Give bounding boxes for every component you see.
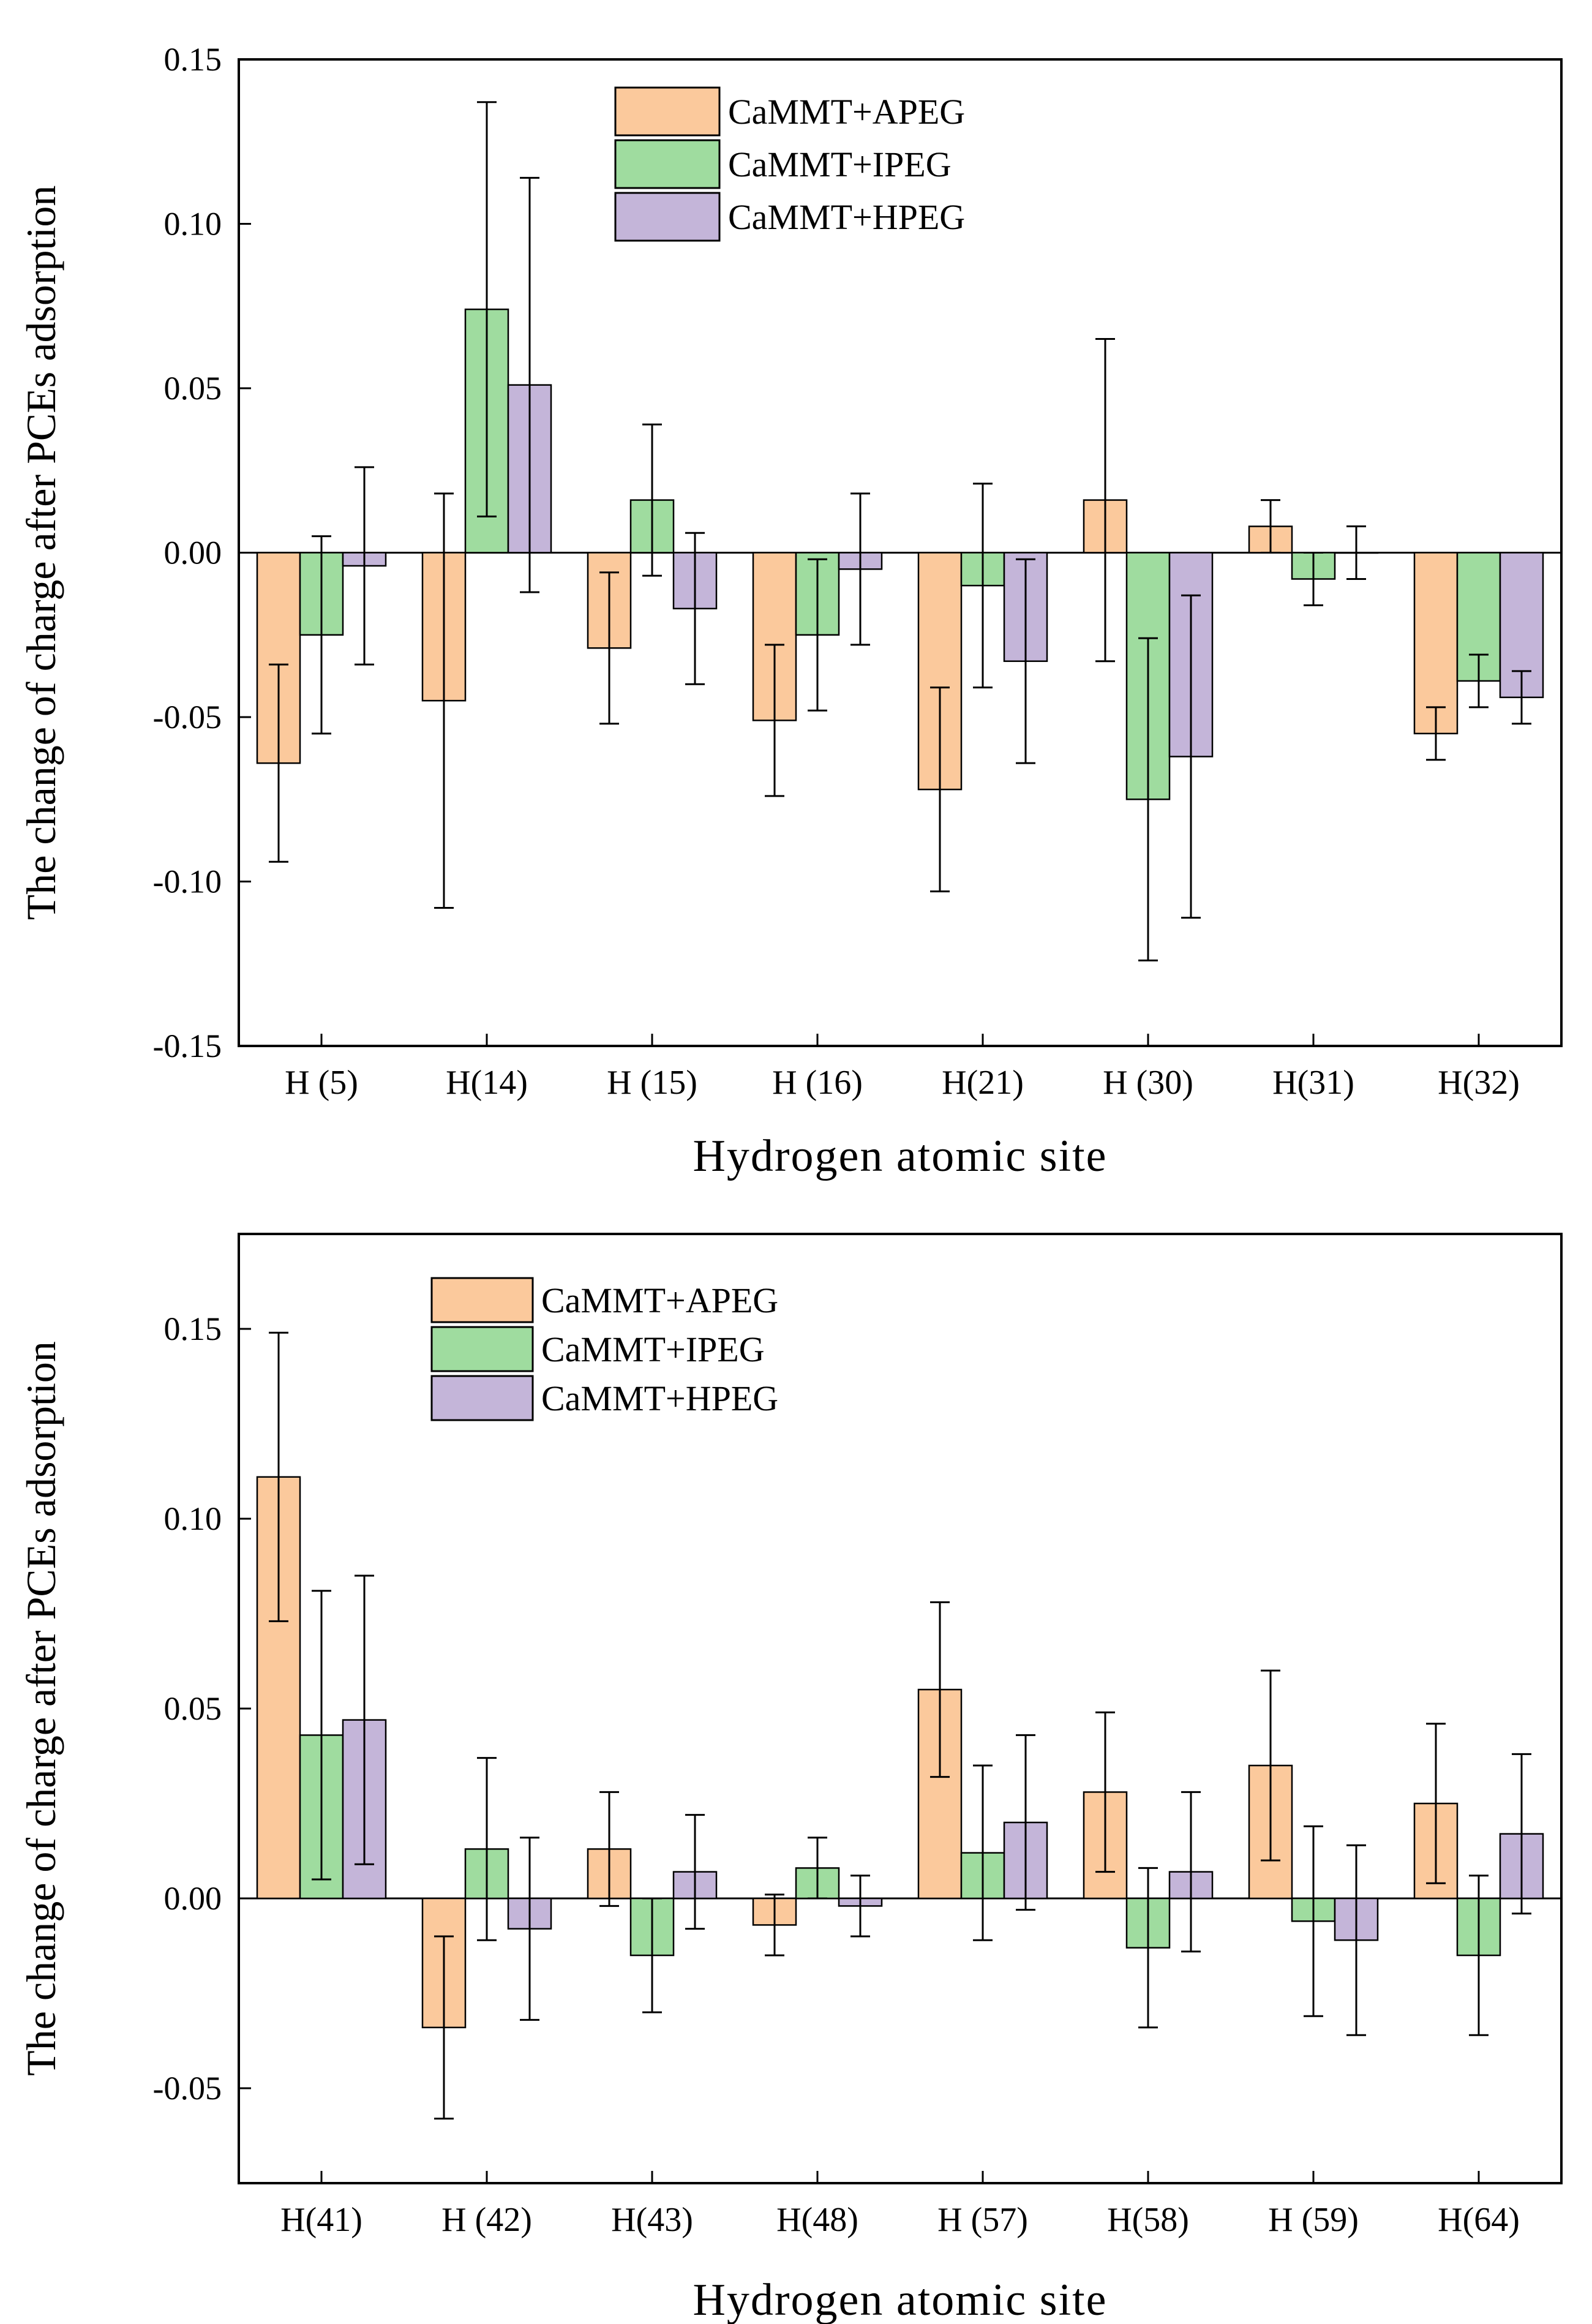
legend-label: CaMMT+IPEG: [541, 1329, 765, 1369]
error-bar: [312, 1590, 331, 1881]
x-tick-label: H(48): [776, 2201, 858, 2239]
y-tick-label: 0.00: [164, 535, 222, 571]
error-bar: [434, 492, 454, 909]
legend: CaMMT+APEG CaMMT+IPEG CaMMT+HPEG: [614, 86, 965, 242]
legend-swatch: [614, 139, 721, 189]
error-bar: [1016, 1734, 1035, 1911]
legend-label: CaMMT+APEG: [541, 1280, 778, 1320]
error-bar: [520, 1837, 539, 2021]
error-bar: [1016, 558, 1035, 764]
y-tick-label: 0.10: [164, 1500, 222, 1537]
error-bar: [434, 1935, 454, 2120]
error-bar: [1346, 1844, 1366, 2036]
x-tick-label: H(31): [1272, 1064, 1354, 1102]
y-tick-label: 0.05: [164, 1690, 222, 1727]
error-bar: [1095, 1711, 1115, 1873]
chart-1: -0.15 -0.10 -0.05 0.00 0.05 0.10 0.15 H (5) H(14…: [18, 41, 1563, 1181]
legend-swatch: [430, 1375, 534, 1421]
legend: CaMMT+APEG CaMMT+IPEG CaMMT+HPEG: [430, 1277, 778, 1421]
y-axis-title: The change of charge after PCEs adsorpti…: [18, 186, 64, 920]
y-tick-label: -0.15: [153, 1028, 222, 1064]
error-bar: [930, 1601, 950, 1778]
y-tick-label: -0.10: [153, 863, 222, 900]
error-bar: [599, 571, 619, 725]
error-bar: [1304, 552, 1323, 606]
legend-swatch: [614, 86, 721, 137]
x-tick-label: H(58): [1107, 2201, 1189, 2239]
x-tick-label: H (5): [285, 1064, 358, 1102]
x-tick-label: H(32): [1438, 1064, 1520, 1102]
x-tick-label: H(64): [1438, 2201, 1520, 2239]
y-axis-title: The change of charge after PCEs adsorpti…: [18, 1341, 64, 2076]
error-bar: [520, 176, 539, 593]
y-tick-label: 0.15: [164, 1311, 222, 1347]
x-tick-label: H (15): [607, 1064, 697, 1102]
x-tick-label: H (59): [1268, 2201, 1359, 2239]
error-bar: [930, 686, 950, 893]
error-bar: [685, 532, 705, 685]
error-bar: [850, 492, 870, 646]
y-tick-label: -0.05: [153, 699, 222, 735]
error-bar: [1181, 1791, 1201, 1953]
error-bar: [1304, 1825, 1323, 2017]
x-tick-label: H(21): [942, 1064, 1024, 1102]
error-bar: [973, 1764, 993, 1941]
error-bar: [1138, 637, 1158, 961]
error-bar: [355, 466, 374, 666]
y-tick-label: -0.05: [153, 2070, 222, 2107]
x-tick-label: H (42): [441, 2201, 532, 2239]
legend-swatch: [430, 1277, 534, 1323]
error-bar: [1181, 594, 1201, 919]
error-bar: [765, 1893, 784, 1957]
error-bar: [312, 535, 331, 735]
x-tick-label: H(14): [446, 1064, 528, 1102]
x-axis-title: Hydrogen atomic site: [693, 1131, 1107, 1181]
x-tick-label: H(43): [611, 2201, 693, 2239]
error-bar: [973, 483, 993, 689]
legend-swatch: [430, 1326, 534, 1372]
x-tick-label: H (16): [772, 1064, 863, 1102]
error-bar: [850, 1875, 870, 1938]
x-axis-title: Hydrogen atomic site: [693, 2275, 1107, 2324]
y-tick-label: 0.15: [164, 41, 222, 78]
error-bar: [477, 1757, 497, 1941]
error-bar: [685, 1814, 705, 1930]
error-bar: [808, 558, 827, 712]
error-bar: [1095, 337, 1115, 663]
error-bar: [1346, 525, 1366, 580]
y-tick-label: 0.10: [164, 206, 222, 243]
error-bar: [1512, 670, 1531, 725]
legend-swatch: [614, 192, 721, 242]
error-bar: [808, 1837, 827, 1900]
error-bar: [642, 1897, 662, 2014]
y-tick-label: 0.00: [164, 1880, 222, 1917]
error-bar: [1261, 1669, 1280, 1862]
x-tick-label: H(41): [280, 2201, 362, 2239]
error-bar: [1138, 1867, 1158, 2029]
error-bar: [599, 1791, 619, 1907]
error-bar: [1426, 1723, 1446, 1884]
legend-label: CaMMT+HPEG: [728, 197, 965, 237]
legend-label: CaMMT+APEG: [728, 92, 965, 132]
error-bar: [355, 1574, 374, 1865]
x-tick-label: H (30): [1103, 1064, 1193, 1102]
error-bar: [1469, 1875, 1489, 2036]
error-bar: [642, 423, 662, 577]
chart-2: -0.05 0.00 0.05 0.10 0.15 H(41) H (42) H(43) H(4…: [18, 1233, 1563, 2324]
error-bar: [477, 101, 497, 517]
error-bar: [765, 644, 784, 797]
legend-label: CaMMT+IPEG: [728, 145, 952, 184]
y-tick-label: 0.05: [164, 370, 222, 407]
x-tick-label: H (57): [937, 2201, 1028, 2239]
legend-label: CaMMT+HPEG: [541, 1378, 778, 1418]
error-bar: [1469, 653, 1489, 709]
error-bar: [1512, 1753, 1531, 1915]
error-bar: [1261, 499, 1280, 554]
error-bar: [269, 1331, 288, 1622]
error-bar: [269, 663, 288, 863]
error-bar: [1426, 706, 1446, 761]
